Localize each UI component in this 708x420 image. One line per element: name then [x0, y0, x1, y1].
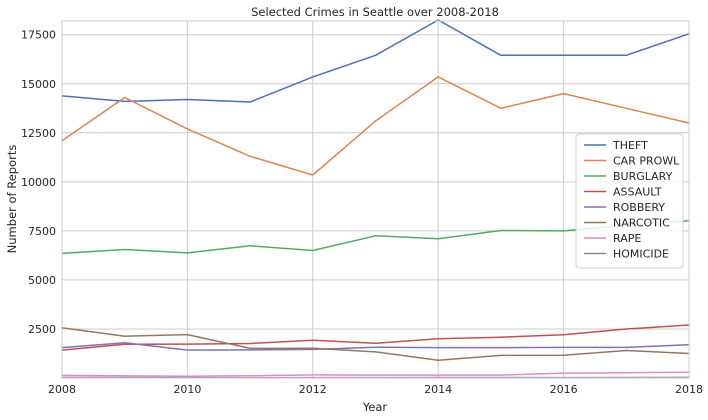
legend-box [575, 133, 684, 269]
x-tick-label: 2018 [675, 383, 703, 396]
y-tick-label: 7500 [28, 225, 56, 238]
x-tick-label: 2014 [424, 383, 452, 396]
legend-label: BURGLARY [613, 170, 673, 183]
legend-label: NARCOTIC [613, 217, 670, 230]
legend-label: HOMICIDE [613, 248, 669, 261]
x-tick-label: 2012 [299, 383, 327, 396]
y-axis-ticks: 2500 5000 7500 10000 12500 15000 17500 [21, 29, 56, 336]
y-tick-label: 17500 [21, 29, 56, 42]
y-tick-label: 10000 [21, 176, 56, 189]
legend-label: CAR PROWL [613, 155, 680, 168]
x-axis-ticks: 2008 2010 2012 2014 2016 2018 [48, 383, 703, 396]
y-axis-title: Number of Reports [5, 145, 19, 254]
legend-label: THEFT [612, 139, 648, 152]
series-line-assault [61, 324, 690, 351]
plot-frame [61, 20, 690, 379]
y-tick-label: 2500 [28, 323, 56, 336]
series-line-car-prowl [61, 76, 690, 176]
y-tick-label: 12500 [21, 127, 56, 140]
x-tick-label: 2016 [550, 383, 578, 396]
series-line-theft [61, 19, 690, 103]
y-tick-label: 15000 [21, 78, 56, 91]
series-line-narcotic [61, 327, 690, 362]
y-tick-label: 5000 [28, 274, 56, 287]
series-line-robbery [61, 341, 690, 351]
x-axis-title: Year [362, 400, 388, 414]
legend-label: RAPE [613, 232, 641, 245]
legend: THEFT CAR PROWL BURGLARY ASSAULT ROBBERY NARC… [575, 133, 684, 269]
x-tick-label: 2008 [48, 383, 76, 396]
chart-title: Selected Crimes in Seattle over 2008-201… [251, 5, 499, 19]
legend-label: ASSAULT [613, 186, 662, 199]
legend-label: ROBBERY [613, 201, 665, 214]
series-line-rape [61, 371, 690, 377]
x-tick-label: 2010 [173, 383, 201, 396]
